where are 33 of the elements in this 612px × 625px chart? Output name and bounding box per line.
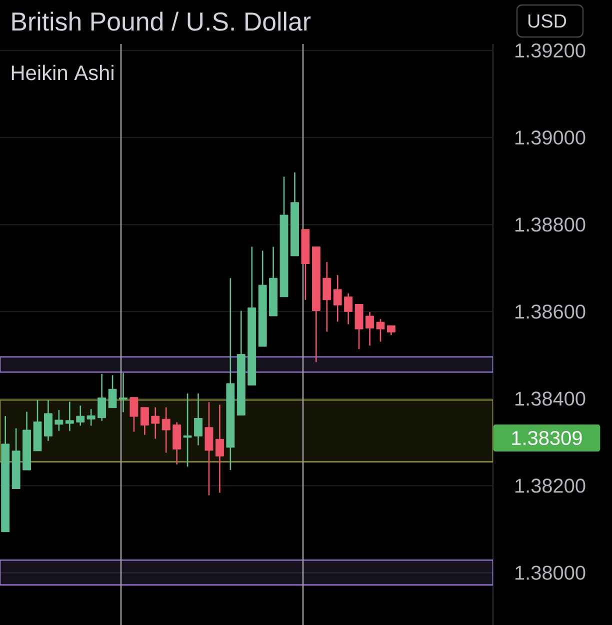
candlestick	[204, 402, 214, 496]
candlestick	[322, 261, 332, 332]
candlestick	[183, 392, 192, 468]
candlestick	[376, 318, 385, 342]
candlestick	[344, 292, 353, 325]
y-tick-label: 1.39000	[516, 130, 586, 145]
candlestick	[130, 396, 138, 432]
y-tick-label: 1.38600	[516, 304, 586, 319]
candlestick	[151, 406, 160, 440]
candlestick	[215, 404, 224, 494]
candlestick	[76, 405, 85, 426]
candlestick	[140, 406, 149, 436]
candlestick	[333, 274, 342, 322]
text: Heikin Ashi	[12, 64, 114, 80]
y-tick-label: 1.38000	[516, 566, 586, 580]
y-tick-label: 1.38400	[516, 392, 586, 406]
candlestick	[366, 311, 374, 346]
chart-title: British Pound / U.S. Dollar	[12, 12, 311, 31]
candlestick	[119, 372, 128, 413]
candlestick	[162, 406, 170, 454]
y-tick-label: 1.38200	[516, 478, 586, 493]
text: 1.38309	[512, 430, 582, 446]
y-tick-label: 1.39200	[516, 43, 586, 58]
candlestick	[386, 324, 396, 336]
candlestick	[54, 409, 64, 432]
candlestick	[108, 374, 117, 408]
candlestick	[86, 408, 96, 426]
candlestick	[98, 373, 106, 422]
candlestick	[44, 399, 52, 442]
candlestick	[194, 392, 202, 446]
y-tick-label: 1.38800	[516, 218, 586, 232]
candlestick	[65, 401, 74, 432]
text: USD	[528, 14, 566, 28]
